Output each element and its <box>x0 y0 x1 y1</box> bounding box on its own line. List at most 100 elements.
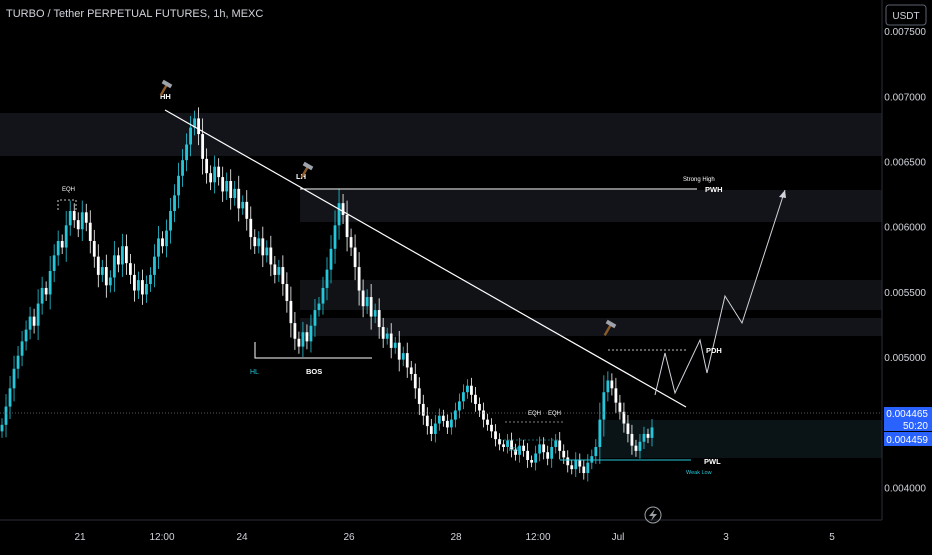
candle-body <box>570 465 574 470</box>
candle-body <box>598 419 602 447</box>
candle-body <box>253 237 257 247</box>
hh-label: HH <box>160 92 171 101</box>
time-tick-label: 3 <box>723 532 729 543</box>
candle-body <box>76 220 80 230</box>
candle-body <box>108 277 112 286</box>
candle-body <box>614 388 618 403</box>
price-tick-label: 0.005000 <box>884 353 926 364</box>
candle-body <box>389 333 393 348</box>
candle-body <box>566 457 570 466</box>
candle-body <box>173 195 176 211</box>
lightning-icon[interactable] <box>644 506 662 524</box>
candle-body <box>514 449 517 455</box>
candle-body <box>165 230 168 247</box>
hl-label: HL <box>250 369 259 376</box>
last-price-badge: 0.004465 50:20 <box>884 407 932 432</box>
candle-body <box>225 181 229 192</box>
candle-body <box>574 460 578 470</box>
candle-body <box>413 373 417 389</box>
candle-body <box>530 460 534 463</box>
candle-body <box>60 240 64 248</box>
candle-body <box>441 415 445 421</box>
candle-body <box>20 341 24 356</box>
candle-body <box>622 411 626 424</box>
candle-body <box>333 225 337 249</box>
candle-body <box>381 327 385 339</box>
candle-body <box>482 410 485 420</box>
candle-body <box>502 444 505 447</box>
candle-body <box>325 269 329 288</box>
candle-body <box>554 440 558 447</box>
candle-body <box>137 280 140 291</box>
candle-body <box>466 385 469 393</box>
candle-body <box>393 342 397 348</box>
candle-body <box>317 303 321 311</box>
price-tick-label: 0.004000 <box>884 483 926 494</box>
candle-body <box>433 423 437 434</box>
price-tick-label: 0.006000 <box>884 223 926 234</box>
candle-body <box>157 238 160 257</box>
candle-body <box>486 419 489 425</box>
candle-body <box>550 446 554 459</box>
bos-line[interactable] <box>254 342 372 359</box>
candle-body <box>437 415 441 424</box>
candle-body <box>586 462 590 474</box>
candle-body <box>634 445 638 451</box>
candle-body <box>373 310 377 317</box>
candle-body <box>237 188 241 209</box>
candle-body <box>546 452 550 459</box>
candle-body <box>369 297 373 317</box>
candle-body <box>582 466 586 474</box>
candle-body <box>8 388 12 407</box>
price-tick-label: 0.007000 <box>884 92 926 103</box>
candle-body <box>32 316 36 326</box>
hammer-icon <box>300 161 314 178</box>
candle-body <box>28 316 32 330</box>
candle-body <box>169 211 172 231</box>
currency-button[interactable]: USDT <box>885 4 927 26</box>
projection-path <box>654 189 786 396</box>
candle-body <box>650 427 654 438</box>
zone <box>300 280 882 310</box>
candle-body <box>498 439 501 445</box>
candle-body <box>329 248 333 270</box>
bos-label: BOS <box>306 367 322 376</box>
candle-body <box>453 410 457 420</box>
candle-body <box>48 270 52 295</box>
candle-body <box>100 267 104 275</box>
time-tick-label: 26 <box>343 532 355 543</box>
candle-body <box>257 238 261 247</box>
candle-body <box>462 392 465 402</box>
candle-body <box>277 267 281 275</box>
time-tick-label: 5 <box>829 532 835 543</box>
candle-body <box>293 323 297 339</box>
candle-body <box>197 118 201 135</box>
candle-body <box>104 267 108 286</box>
candle-body <box>245 201 249 219</box>
trendline[interactable] <box>164 109 687 408</box>
candle-body <box>177 175 180 196</box>
candle-body <box>84 212 88 223</box>
candle-body <box>626 423 630 434</box>
candles-group <box>0 107 654 482</box>
candle-body <box>474 394 477 404</box>
candle-body <box>458 401 461 411</box>
candle-body <box>52 255 56 271</box>
candle-body <box>401 353 405 360</box>
candle-body <box>141 280 144 295</box>
time-tick-label: 12:00 <box>525 532 550 543</box>
candle-body <box>297 338 301 347</box>
candle-body <box>313 310 317 326</box>
candle-body <box>646 433 650 438</box>
price-axis[interactable] <box>882 0 932 550</box>
candle-body <box>153 256 156 275</box>
bid-price-badge: 0.004459 <box>884 432 932 446</box>
candle-body <box>638 441 642 451</box>
candle-body <box>16 355 20 369</box>
candle-body <box>24 329 28 342</box>
candle-body <box>417 388 421 404</box>
time-ticks: 21 12:00 24 26 28 12:00 Jul 3 5 <box>74 532 835 543</box>
